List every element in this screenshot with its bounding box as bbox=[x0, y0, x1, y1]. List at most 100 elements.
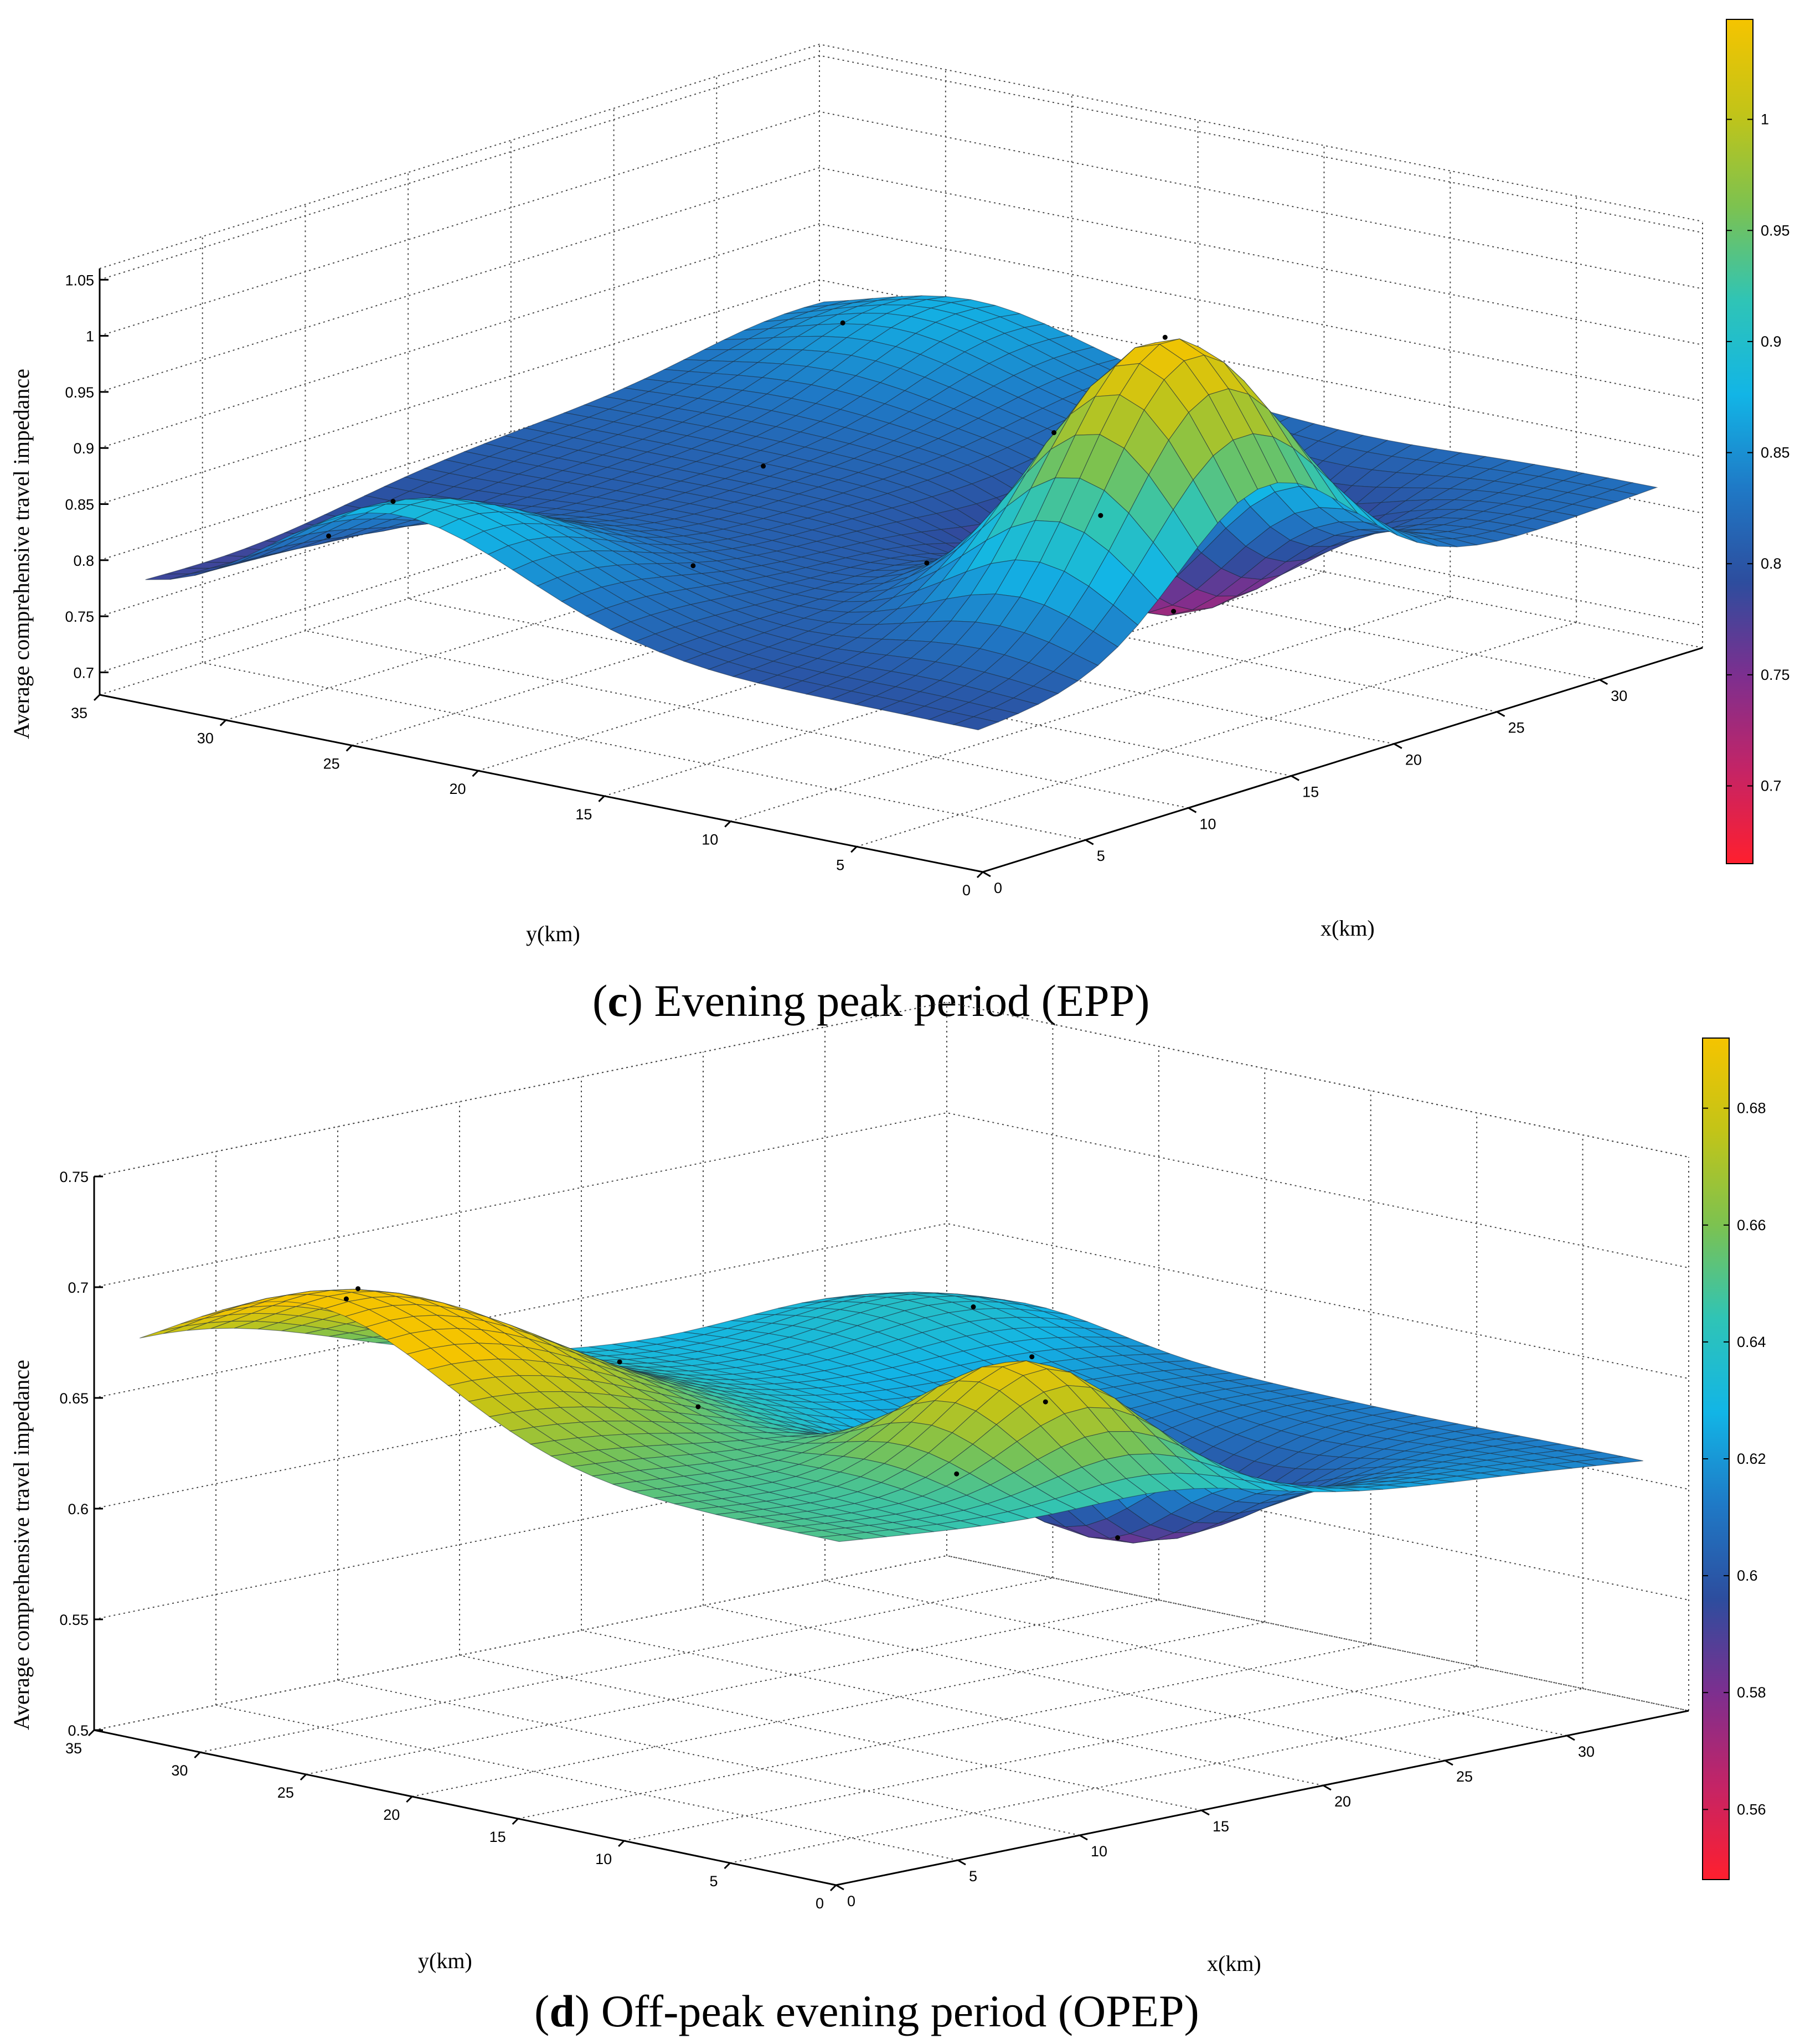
grid-line bbox=[581, 1630, 1324, 1786]
grid-line bbox=[824, 1580, 1567, 1736]
colorbar-tick-label: 0.56 bbox=[1737, 1801, 1766, 1818]
panel-d-x-axis-label: x(km) bbox=[1207, 1951, 1261, 1976]
panel-c-x-axis-label: x(km) bbox=[1321, 916, 1375, 941]
panel-d-colorbar: 0.56 0.58 0.6 0.62 0.64 0.66 0.68 bbox=[1702, 1038, 1766, 1880]
z-tick-label: 0.65 bbox=[59, 1390, 89, 1407]
grid-line bbox=[94, 1001, 1689, 1177]
y-tick bbox=[93, 694, 101, 701]
y-tick bbox=[850, 846, 858, 853]
x-tick bbox=[1188, 807, 1197, 813]
y-tick-label: 15 bbox=[575, 806, 592, 823]
x-tick bbox=[835, 1884, 844, 1891]
y-tick-label: 20 bbox=[450, 781, 466, 797]
z-tick-label: 0.7 bbox=[73, 664, 94, 681]
x-tick-label: 15 bbox=[1302, 783, 1319, 800]
x-tick-label: 25 bbox=[1456, 1768, 1473, 1785]
y-tick-label: 30 bbox=[171, 1762, 188, 1779]
y-tick bbox=[194, 1751, 201, 1759]
grid-line bbox=[856, 622, 1577, 848]
grid-line bbox=[99, 279, 1703, 505]
y-tick-label: 30 bbox=[197, 730, 214, 747]
colorbar-tick-label: 0.64 bbox=[1737, 1334, 1766, 1350]
grid-line bbox=[510, 566, 1395, 745]
grid-line bbox=[730, 596, 1451, 822]
x-tick bbox=[1599, 679, 1608, 685]
grid-line bbox=[305, 630, 1189, 809]
colorbar-tick-label: 0.68 bbox=[1737, 1100, 1766, 1117]
x-tick bbox=[1394, 743, 1402, 749]
x-tick-label: 20 bbox=[1334, 1793, 1351, 1810]
y-tick-label: 35 bbox=[65, 1740, 82, 1757]
panel-d-surface bbox=[140, 1289, 1643, 1544]
x-tick bbox=[1079, 1834, 1088, 1841]
y-tick bbox=[87, 1729, 95, 1737]
panel-d-y-axis-label: y(km) bbox=[418, 1948, 472, 1973]
x-tick-label: 10 bbox=[1091, 1843, 1107, 1860]
grid-line bbox=[337, 1680, 1080, 1836]
grid-line bbox=[94, 1555, 1689, 1731]
grid-line bbox=[99, 111, 1703, 337]
y-tick-label: 10 bbox=[702, 832, 718, 848]
x-tick bbox=[1323, 1784, 1332, 1791]
colorbar-tick-label: 0.66 bbox=[1737, 1217, 1766, 1233]
sample-point bbox=[326, 533, 332, 539]
grid-line bbox=[459, 1655, 1202, 1811]
x-tick-label: 20 bbox=[1405, 752, 1422, 768]
grid-line bbox=[215, 1705, 958, 1861]
z-tick-label: 0.7 bbox=[68, 1279, 89, 1296]
z-tick-label: 1 bbox=[86, 328, 94, 345]
colorbar-tick-label: 0.9 bbox=[1761, 333, 1782, 350]
x-tick bbox=[1291, 775, 1299, 781]
y-tick bbox=[724, 1862, 731, 1870]
panel-c-z-axis-label: Average comprehensive travel impedance bbox=[9, 369, 34, 739]
y-tick bbox=[829, 1884, 837, 1892]
surface-patch bbox=[140, 1325, 184, 1339]
z-tick-label: 0.9 bbox=[73, 440, 94, 457]
x-tick bbox=[1496, 711, 1505, 718]
y-tick-label: 20 bbox=[383, 1806, 400, 1823]
sample-point bbox=[1043, 1399, 1048, 1405]
panel-d-z-axis-label: Average comprehensive travel impedance bbox=[9, 1360, 34, 1730]
x-tick-label: 0 bbox=[994, 880, 1002, 896]
grid-line bbox=[703, 1605, 1446, 1761]
y-tick bbox=[345, 745, 353, 752]
y-tick-label: 0 bbox=[816, 1895, 824, 1912]
grid-line bbox=[94, 1444, 1689, 1620]
x-tick-label: 0 bbox=[847, 1893, 855, 1909]
colorbar-tick-label: 0.6 bbox=[1737, 1567, 1758, 1584]
x-tick-label: 5 bbox=[1097, 848, 1105, 864]
panel-c-surface bbox=[145, 295, 1658, 731]
x-tick bbox=[982, 871, 991, 878]
x-tick-label: 10 bbox=[1199, 815, 1216, 832]
z-tick-label: 1.05 bbox=[65, 272, 94, 288]
panel-c-tick-labels: 0 5 10 15 20 25 30 35 30 25 20 15 10 5 0 0.7 0.75 0.8 0.85… bbox=[65, 272, 1627, 899]
panel-c-evening-peak: 0 5 10 15 20 25 30 35 30 25 20 15 10 5 0 0.7 0.75 0.8 0.85… bbox=[9, 19, 1790, 1026]
y-tick bbox=[512, 1818, 519, 1825]
panel-d-caption-letter: d bbox=[549, 1986, 575, 2036]
sample-point bbox=[343, 1296, 349, 1302]
z-tick-label: 0.5 bbox=[68, 1722, 89, 1739]
x-tick-label: 30 bbox=[1611, 688, 1627, 704]
sample-point bbox=[1162, 334, 1168, 340]
z-tick-label: 0.75 bbox=[59, 1169, 89, 1185]
y-tick-label: 25 bbox=[323, 755, 340, 772]
panel-c-caption-letter: c bbox=[607, 975, 627, 1026]
grid-line bbox=[730, 1688, 1583, 1864]
y-tick-label: 5 bbox=[710, 1873, 718, 1890]
x-tick-label: 5 bbox=[969, 1868, 977, 1885]
panel-c-caption: (c) Evening peak period (EPP) bbox=[592, 975, 1149, 1026]
grid-line bbox=[518, 1644, 1371, 1819]
x-tick bbox=[1445, 1759, 1453, 1766]
x-tick-label: 25 bbox=[1508, 720, 1525, 736]
panel-d-axes bbox=[87, 1175, 1689, 1892]
sample-point bbox=[840, 320, 845, 326]
y-tick-label: 25 bbox=[277, 1784, 294, 1801]
grid-line bbox=[412, 1622, 1265, 1797]
panel-d-caption: (d) Off-peak evening period (OPEP) bbox=[534, 1986, 1199, 2036]
z-tick-label: 0.8 bbox=[73, 553, 94, 569]
colorbar-tick-label: 0.62 bbox=[1737, 1451, 1766, 1467]
grid-line bbox=[200, 1577, 1053, 1753]
sample-point bbox=[971, 1304, 976, 1310]
panel-d-off-peak-evening: 0 5 10 15 20 25 30 35 30 25 20 15 10 5 0 0.5 0.55 0.6 0.65… bbox=[9, 1001, 1766, 2036]
y-tick bbox=[472, 770, 479, 777]
